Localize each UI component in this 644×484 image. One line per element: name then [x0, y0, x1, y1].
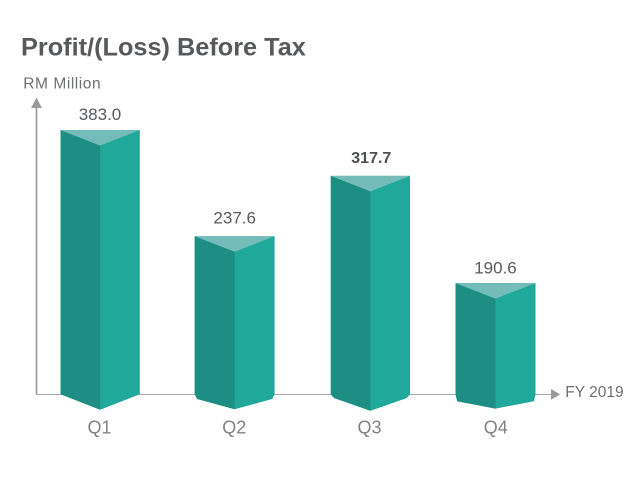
svg-text:Q2: Q2: [222, 417, 246, 437]
svg-text:FY 2019: FY 2019: [565, 384, 623, 401]
svg-text:Q4: Q4: [484, 417, 508, 437]
svg-text:Q1: Q1: [87, 417, 111, 437]
svg-text:383.0: 383.0: [79, 105, 122, 124]
svg-text:Q3: Q3: [357, 417, 381, 437]
svg-text:190.6: 190.6: [474, 258, 517, 277]
svg-text:RM Million: RM Million: [23, 76, 101, 93]
svg-text:237.6: 237.6: [213, 208, 256, 227]
svg-text:317.7: 317.7: [351, 150, 391, 167]
svg-text:Profit/(Loss) Before Tax: Profit/(Loss) Before Tax: [21, 33, 306, 61]
